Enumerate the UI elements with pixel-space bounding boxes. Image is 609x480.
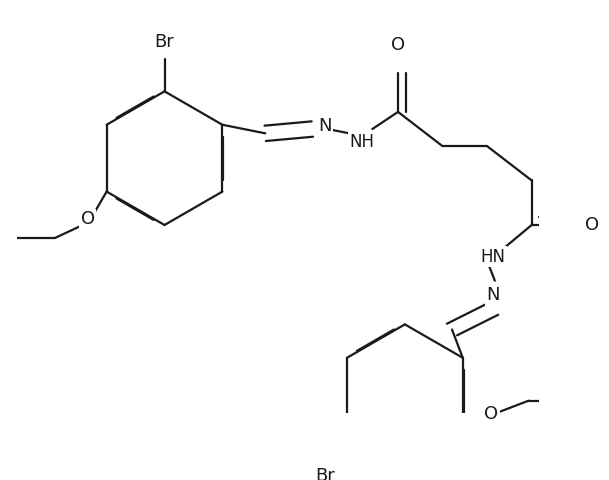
- Text: O: O: [585, 216, 599, 234]
- Text: Br: Br: [155, 33, 174, 51]
- Text: NH: NH: [350, 133, 375, 151]
- Text: O: O: [484, 405, 498, 423]
- Text: Br: Br: [315, 467, 336, 480]
- Text: O: O: [81, 210, 95, 228]
- Text: O: O: [391, 36, 405, 54]
- Text: N: N: [319, 118, 332, 135]
- Text: N: N: [487, 286, 500, 304]
- Text: HN: HN: [481, 248, 505, 266]
